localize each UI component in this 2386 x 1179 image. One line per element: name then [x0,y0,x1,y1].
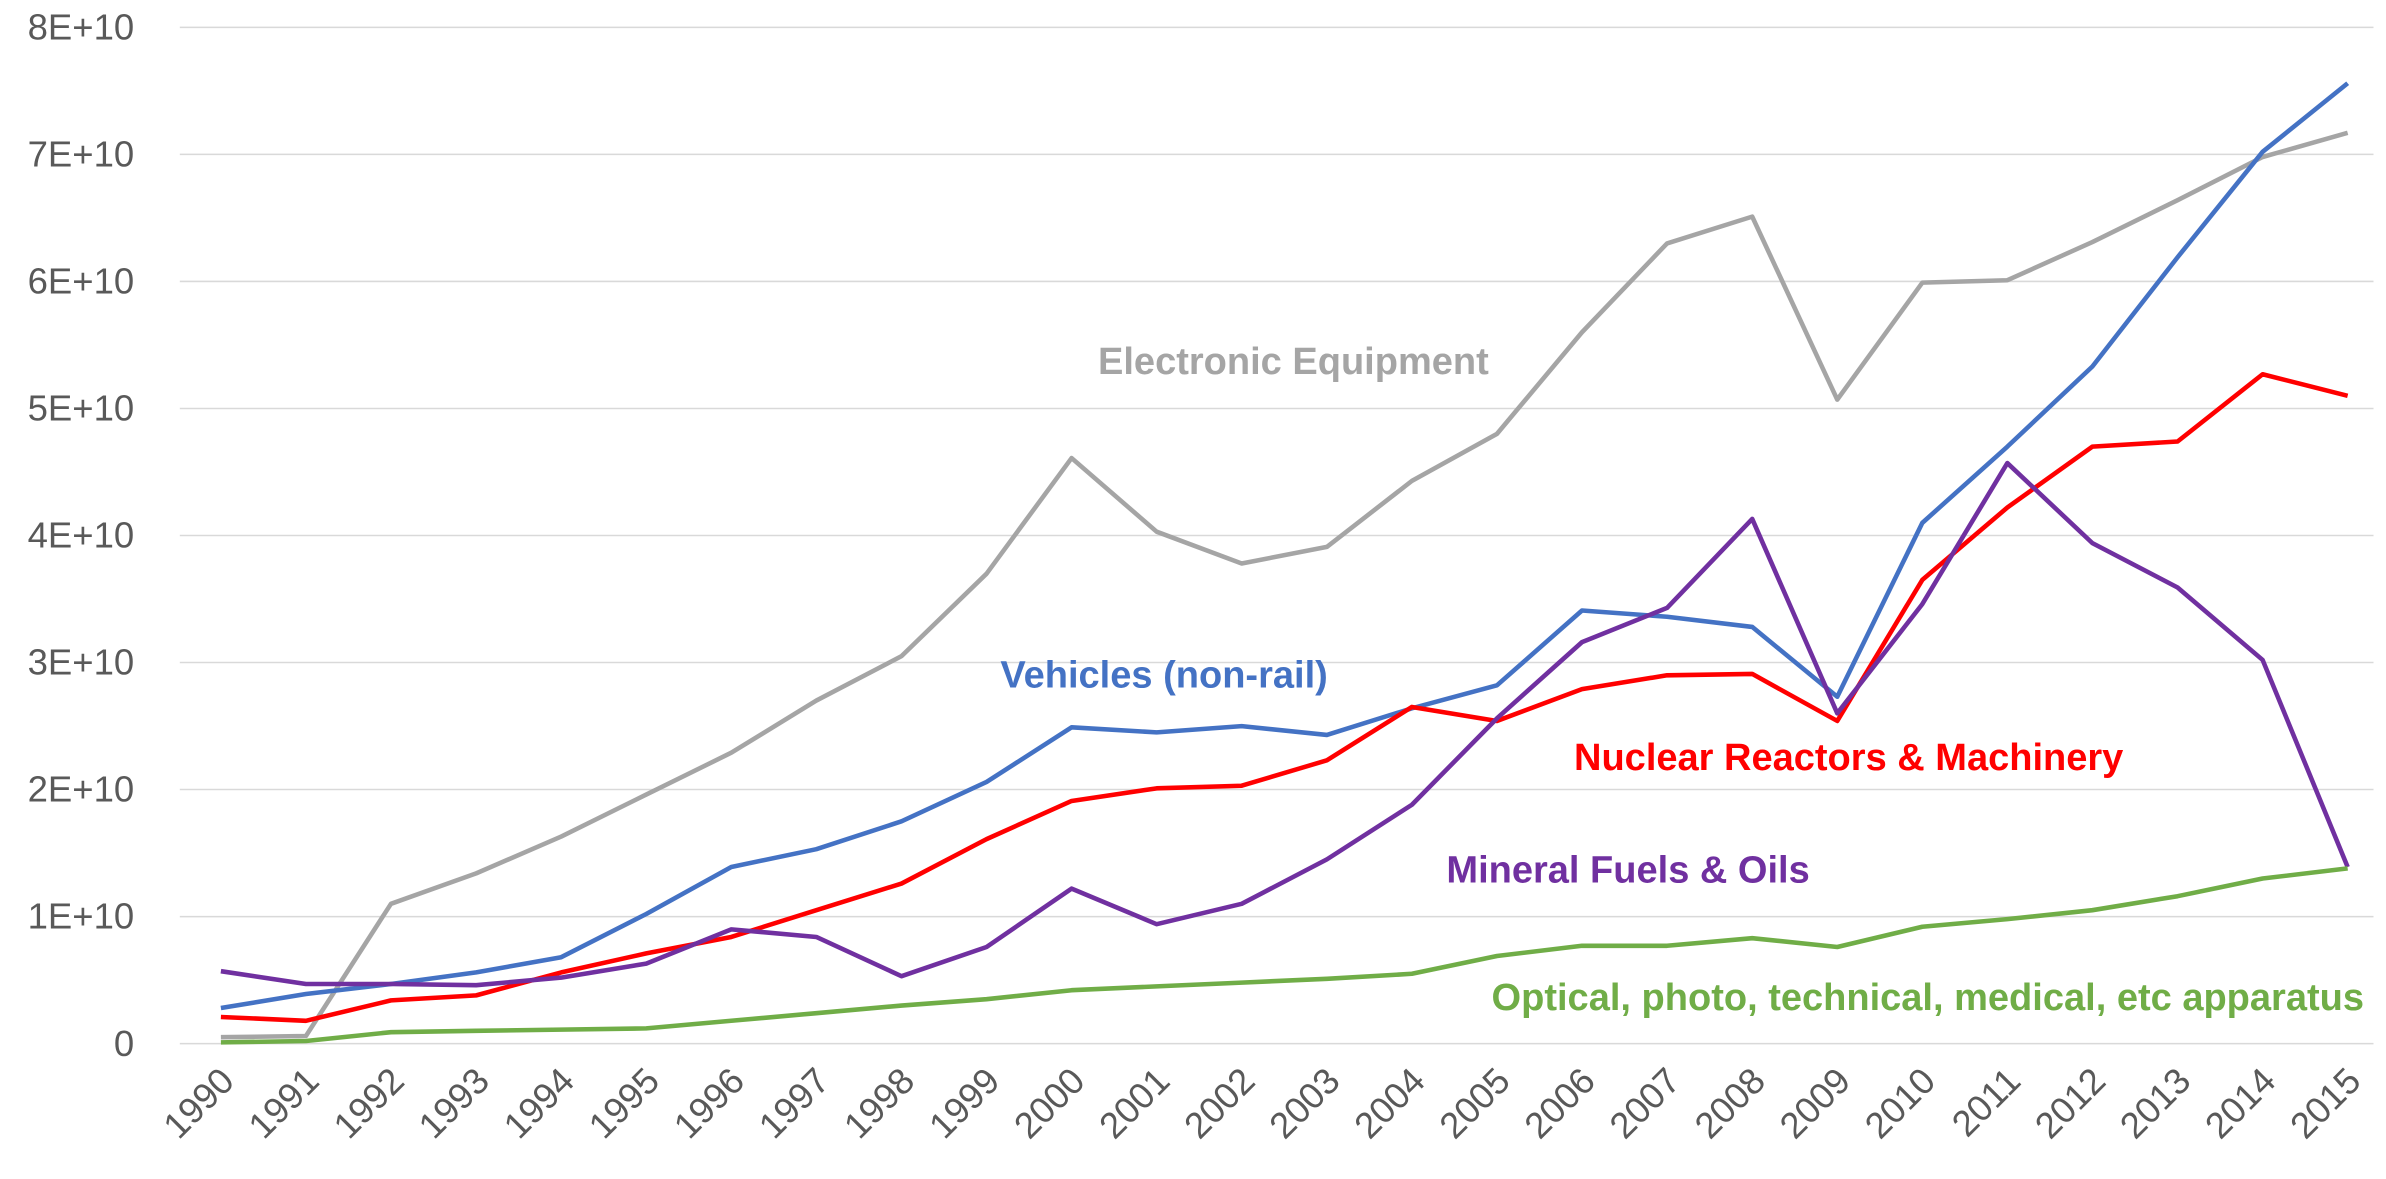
x-tick-label: 2013 [2112,1060,2198,1146]
series-line [220,371,2349,1024]
y-tick-label: 2E+10 [28,769,135,810]
y-tick-label: 7E+10 [28,134,135,175]
x-tick-label: 1993 [411,1060,497,1146]
series-line [220,130,2349,1040]
series-label: Mineral Fuels & Oils [1446,849,1809,891]
series-label: Optical, photo, technical, medical, etc … [1492,977,2364,1019]
x-tick-label: 2014 [2197,1060,2283,1146]
x-tick-label: 1996 [666,1060,752,1146]
series-line [220,460,2350,988]
x-tick-label: 1992 [325,1060,411,1146]
x-tick-label: 2001 [1091,1060,1177,1146]
x-tick-label: 2002 [1176,1060,1262,1146]
y-tick-label: 8E+10 [28,7,135,48]
y-tick-label: 0 [114,1023,134,1064]
series-label: Electronic Equipment [1098,341,1489,383]
series-label: Nuclear Reactors & Machinery [1574,737,2123,779]
series-line [220,81,2350,1011]
x-tick-label: 2008 [1687,1060,1773,1146]
x-tick-label: 1999 [921,1060,1007,1146]
x-tick-label: 2009 [1772,1060,1858,1146]
series-label: Vehicles (non-rail) [1000,655,1327,697]
x-tick-label: 2000 [1006,1060,1092,1146]
y-tick-label: 5E+10 [28,388,135,429]
x-tick-label: 1997 [751,1060,837,1146]
x-tick-label: 2003 [1261,1060,1347,1146]
x-tick-label: 2007 [1602,1060,1688,1146]
series-line [220,866,2348,1045]
x-tick-label: 2004 [1346,1060,1432,1146]
y-tick-label: 6E+10 [28,261,135,302]
y-tick-label: 1E+10 [28,896,135,937]
x-tick-label: 2010 [1857,1060,1943,1146]
x-tick-label: 1991 [240,1060,326,1146]
x-tick-label: 2012 [2027,1060,2113,1146]
x-tick-label: 1998 [836,1060,922,1146]
x-tick-label: 2005 [1431,1060,1517,1146]
x-tick-label: 2006 [1516,1060,1602,1146]
x-tick-label: 1990 [155,1060,241,1146]
x-tick-label: 1994 [496,1060,582,1146]
y-tick-label: 3E+10 [28,642,135,683]
x-tick-label: 2015 [2282,1060,2368,1146]
x-tick-label: 2011 [1944,1060,2028,1144]
x-tick-label: 1995 [581,1060,667,1146]
y-tick-label: 4E+10 [28,515,135,556]
